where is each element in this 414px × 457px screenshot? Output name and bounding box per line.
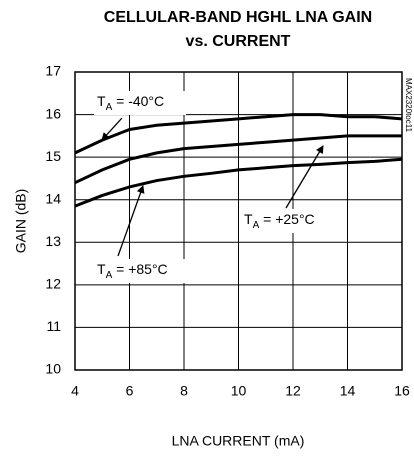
- annotation-suffix: = -40°C: [112, 93, 164, 109]
- annotation-arrow: [117, 185, 145, 257]
- annotation-text: T: [97, 93, 106, 109]
- annotation-subscript: A: [106, 270, 113, 281]
- annotation: TA = +85°C: [97, 261, 168, 281]
- y-tick-label: 17: [45, 63, 61, 79]
- annotation-suffix: = +25°C: [259, 211, 314, 227]
- annotation-text: T: [244, 211, 253, 227]
- chart-title: vs. CURRENT: [186, 33, 291, 50]
- annotation-bg: [94, 91, 186, 115]
- x-tick-label: 8: [180, 383, 188, 399]
- annotation-text: T: [97, 261, 106, 277]
- y-axis-label: GAIN (dB): [13, 189, 29, 254]
- y-tick-label: 16: [45, 105, 61, 121]
- annotation-bg: [94, 259, 186, 283]
- y-tick-label: 15: [45, 148, 61, 164]
- y-tick-label: 10: [45, 361, 61, 377]
- annotation-suffix: = +85°C: [112, 261, 167, 277]
- y-tick-label: 14: [45, 190, 61, 206]
- figure-id: MAX2320toc11: [404, 78, 413, 133]
- annotation-subscript: A: [253, 220, 260, 231]
- annotation-arrow: [285, 145, 324, 209]
- data-line: [74, 157, 403, 208]
- annotation-arrow: [101, 117, 123, 141]
- x-axis-label: LNA CURRENT (mA): [172, 433, 305, 449]
- x-tick-label: 6: [126, 383, 134, 399]
- annotation-bg: [241, 209, 333, 233]
- x-tick-label: 16: [394, 383, 410, 399]
- y-tick-label: 13: [45, 233, 61, 249]
- x-tick-label: 14: [340, 383, 356, 399]
- data-line: [74, 113, 403, 155]
- y-tick-label: 11: [46, 318, 61, 334]
- annotation: TA = -40°C: [97, 93, 164, 113]
- x-tick-label: 10: [231, 383, 247, 399]
- data-line: [74, 134, 402, 185]
- plot-frame: [74, 71, 403, 371]
- x-tick-label: 12: [285, 383, 301, 399]
- annotation: TA = +25°C: [244, 211, 315, 231]
- x-tick-label: 4: [71, 383, 79, 399]
- chart-title: CELLULAR-BAND HGHL LNA GAIN: [104, 9, 372, 26]
- annotation-subscript: A: [106, 102, 113, 113]
- y-tick-label: 12: [45, 276, 61, 292]
